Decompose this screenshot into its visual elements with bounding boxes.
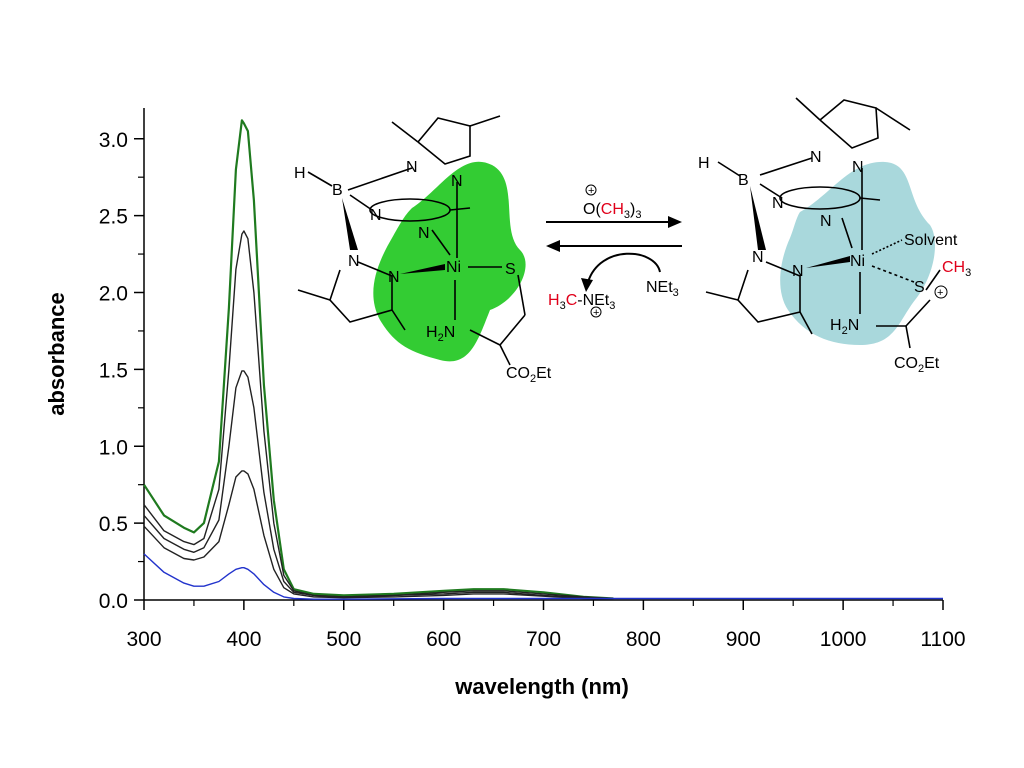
left-n1-label: N — [406, 159, 418, 176]
reagent-methyl-ammonium: H3C-NEt3 — [548, 292, 615, 312]
left-n4-label: N — [418, 225, 430, 242]
reagent-triethylamine: NEt3 — [646, 279, 679, 299]
right-b-label: B — [738, 172, 749, 189]
left-ni-label: Ni — [446, 259, 461, 276]
series-layer — [143, 119, 943, 600]
x-ticks: 300 400 500 600 700 800 900 1000 1100 — [126, 600, 966, 651]
left-h-label: H — [294, 165, 306, 182]
left-complex-structure: H B N N N N N N Ni S H2N CO2Et — [294, 115, 552, 385]
left-n2-label: N — [451, 173, 463, 190]
x-tick-label: 900 — [726, 628, 761, 651]
y-ticks: 0.0 0.5 1.0 1.5 2.0 2.5 3.0 — [99, 129, 144, 613]
right-co2et-label: CO2Et — [894, 355, 940, 375]
right-ni-label: Ni — [850, 253, 865, 270]
y-tick-label: 0.0 — [99, 590, 128, 613]
x-tick-label: 800 — [626, 628, 661, 651]
left-pyrazole-bottom — [329, 261, 393, 323]
x-tick-label: 400 — [226, 628, 261, 651]
reverse-arrow-head — [546, 240, 560, 252]
right-n4-label: N — [820, 213, 832, 230]
right-h-label: H — [698, 155, 710, 172]
right-n1-label: N — [810, 149, 822, 166]
x-tick-label: 1100 — [920, 628, 965, 651]
left-nh2-label: H2N — [426, 324, 455, 344]
right-solvent-label: Solvent — [904, 232, 958, 249]
left-co2et-label: CO2Et — [506, 365, 552, 385]
y-tick-label: 2.0 — [99, 283, 128, 306]
x-tick-label: 1000 — [820, 628, 867, 651]
reaction-arrows: O(CH3)3 + H3C-NEt3 + NEt3 — [546, 184, 682, 319]
y-tick-label: 1.0 — [99, 436, 128, 459]
left-s-label: S — [505, 261, 516, 278]
reagent-trimethyloxonium: O(CH3)3 — [583, 201, 641, 221]
x-tick-label: 600 — [426, 628, 461, 651]
x-tick-label: 700 — [526, 628, 561, 651]
right-ch3-label: CH3 — [942, 259, 971, 279]
right-n6-label: N — [792, 263, 804, 280]
oxonium-charge: + — [588, 185, 594, 197]
left-pyrazole-top — [417, 117, 471, 165]
x-tick-label: 300 — [126, 628, 161, 651]
x-tick-label: 500 — [326, 628, 361, 651]
right-highlight-blob — [780, 161, 935, 345]
series-line-5 — [143, 553, 943, 600]
left-highlight-blob — [373, 161, 526, 362]
y-tick-label: 1.5 — [99, 359, 128, 382]
right-pyrazole-bottom — [737, 261, 801, 323]
absorbance-chart: 0.0 0.5 1.0 1.5 2.0 2.5 3.0 300 400 500 600 700 800… — [44, 108, 966, 699]
series-line-1 — [143, 119, 614, 600]
left-n5-label: N — [348, 253, 360, 270]
right-nh2-label: H2N — [830, 317, 859, 337]
y-tick-label: 3.0 — [99, 129, 128, 152]
right-s-label: S — [914, 279, 925, 296]
right-sulfonium-charge: + — [937, 287, 943, 299]
series-line-2 — [143, 230, 614, 600]
right-n2-label: N — [852, 159, 864, 176]
right-pyrazole-top — [819, 99, 879, 149]
series-line-3 — [143, 370, 614, 600]
left-n6-label: N — [388, 269, 400, 286]
x-axis-title: wavelength (nm) — [454, 674, 629, 699]
left-b-label: B — [332, 182, 343, 199]
forward-arrow-head — [668, 216, 682, 228]
right-n5-label: N — [752, 249, 764, 266]
right-n3-label: N — [772, 195, 784, 212]
y-axis-title: absorbance — [44, 292, 69, 416]
right-complex-structure: H B N N N N N N Ni Solvent S CH3 + H2N C… — [698, 97, 971, 375]
series-line-4 — [143, 470, 614, 600]
left-n3-label: N — [370, 207, 382, 224]
y-tick-label: 0.5 — [99, 513, 128, 536]
y-tick-label: 2.5 — [99, 206, 128, 229]
ammonium-charge: + — [593, 307, 599, 319]
